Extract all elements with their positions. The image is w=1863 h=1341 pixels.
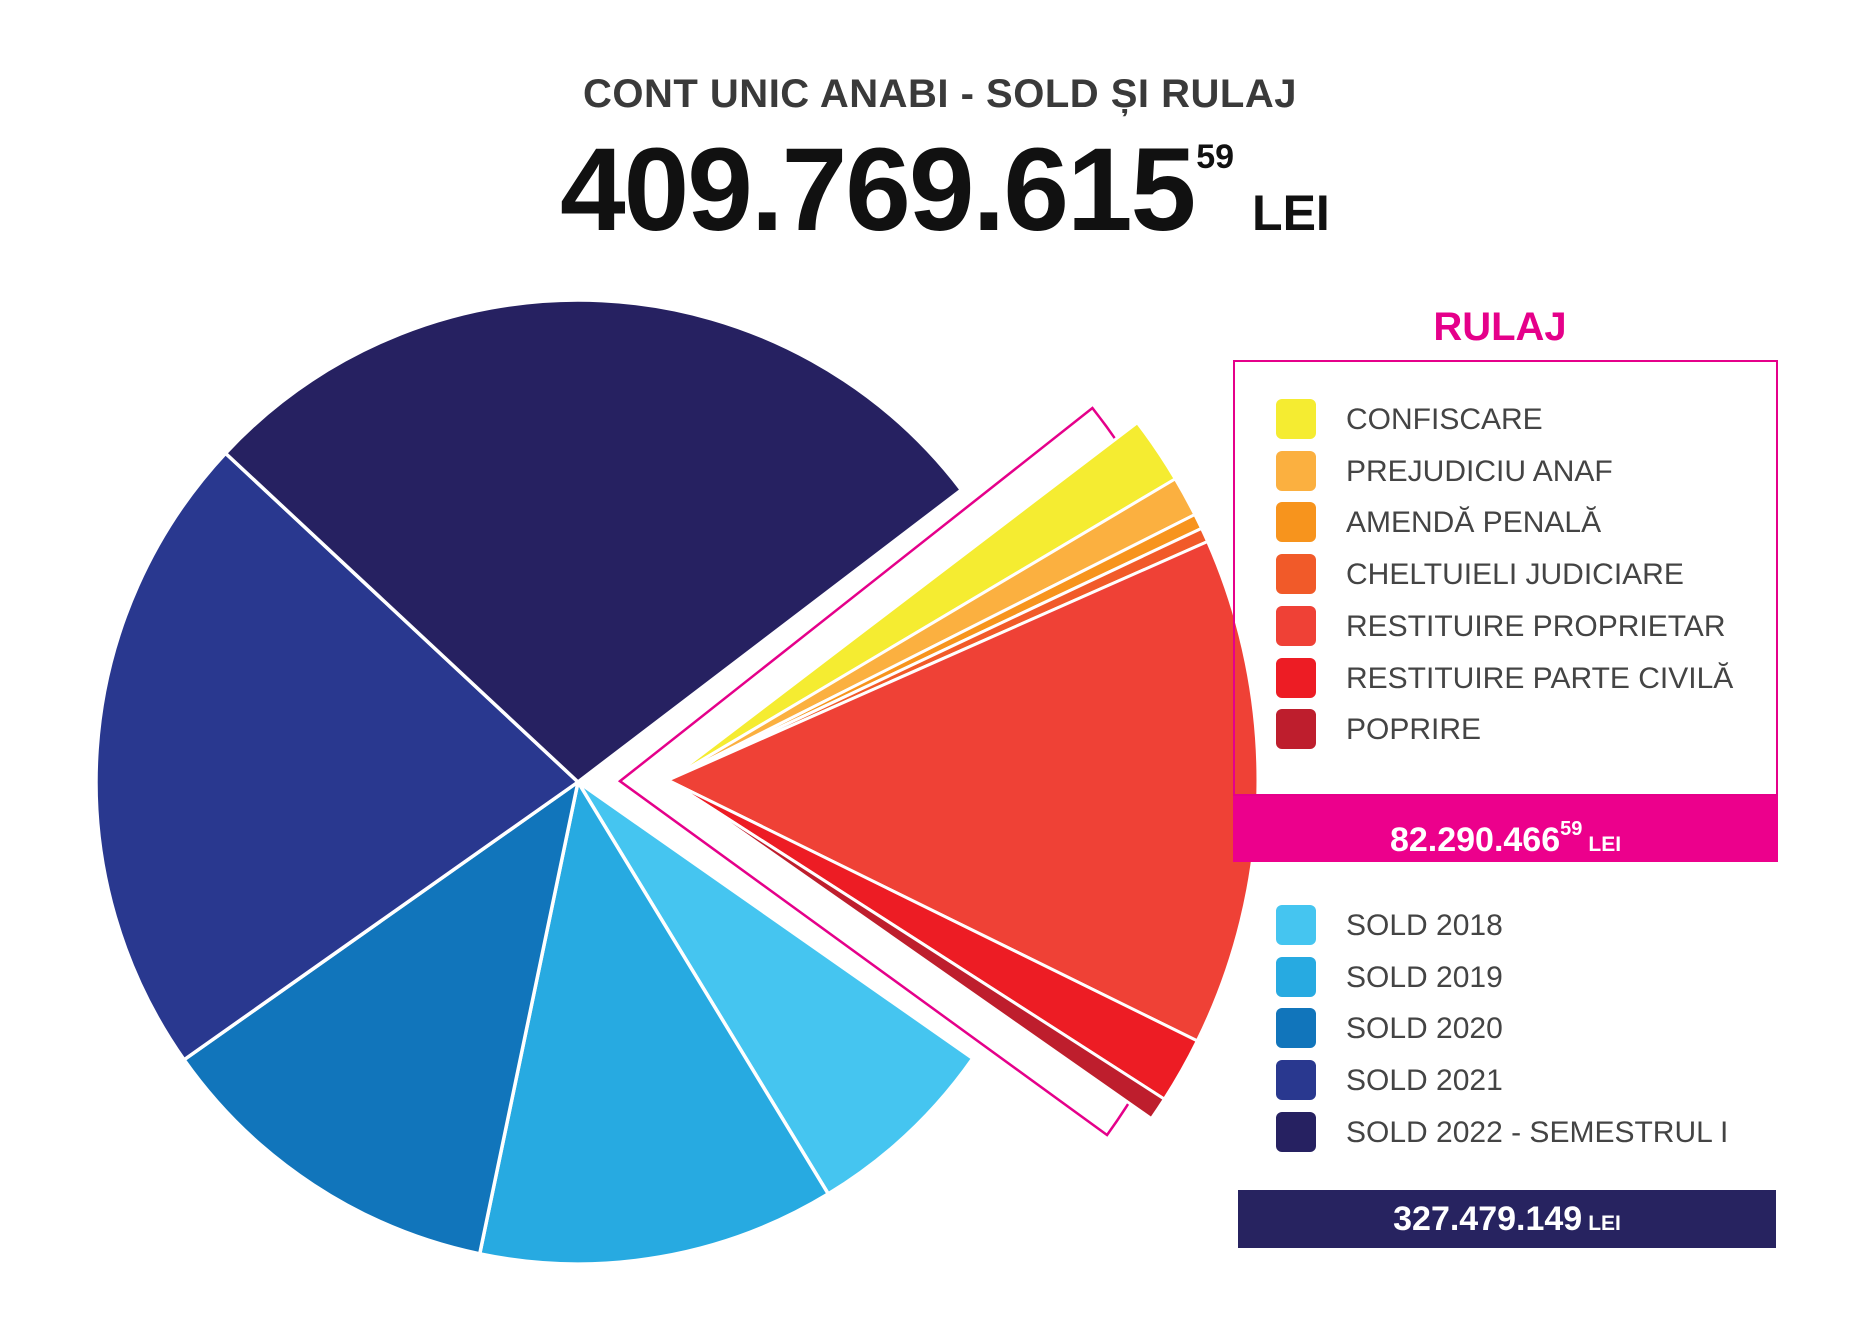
legend-swatch	[1276, 657, 1316, 698]
grand-total-value: 409.769.615	[560, 124, 1196, 256]
chart-title: CONT UNIC ANABI - SOLD ȘI RULAJ	[582, 72, 1297, 116]
legend-label: CHELTUIELI JUDICIARE	[1346, 558, 1684, 592]
legend-swatch	[1276, 956, 1316, 997]
sold-total-value: 327.479.149	[1393, 1200, 1583, 1238]
pie-slice-sold-2021	[94, 451, 580, 1062]
legend-swatch	[1276, 554, 1316, 595]
legend-swatch	[1276, 450, 1316, 491]
grand-total-decimals: 59	[1196, 138, 1235, 176]
legend-label: AMENDĂ PENALĂ	[1346, 506, 1602, 540]
legend-swatch	[1276, 605, 1316, 646]
sold-total: 327.479.149 LEI	[1238, 1190, 1776, 1248]
pie-slice-poprire	[666, 778, 1166, 1121]
legend-swatch	[1276, 1008, 1316, 1049]
grand-total-currency: LEI	[1252, 185, 1330, 241]
rulaj-legend-box	[1233, 360, 1778, 796]
rulaj-heading: RULAJ	[1433, 305, 1567, 349]
legend-label: PREJUDICIU ANAF	[1346, 454, 1613, 488]
rulaj-total: 82.290.46659LEI	[1233, 796, 1778, 862]
legend-label: RESTITUIRE PROPRIETAR	[1346, 609, 1726, 643]
rulaj-total-currency: LEI	[1588, 833, 1622, 856]
legend-swatch	[1276, 1060, 1316, 1101]
legend-label: SOLD 2021	[1346, 1064, 1503, 1098]
legend-swatch	[1276, 399, 1316, 439]
pie-slice-sold-2020	[182, 780, 580, 1256]
legend-swatch	[1276, 709, 1316, 750]
rulaj-total-decimals: 59	[1560, 818, 1583, 840]
legend-label: RESTITUIRE PARTE CIVILĂ	[1346, 661, 1734, 695]
legend-label: CONFISCARE	[1346, 403, 1543, 436]
legend-label: POPRIRE	[1346, 713, 1482, 747]
rulaj-total-value: 82.290.466	[1389, 821, 1561, 859]
pie-slice-sold-2022-semestrul-i	[223, 298, 964, 784]
grand-total: 409.769.61559 LEI	[560, 122, 1330, 258]
pie-slice-sold-2018	[576, 780, 975, 1196]
legend-swatch	[1276, 1111, 1316, 1152]
legend-swatch	[1276, 905, 1316, 945]
legend-label: SOLD 2018	[1346, 909, 1503, 942]
legend-label: SOLD 2022 - SEMESTRUL I	[1346, 1115, 1729, 1149]
legend-swatch	[1276, 502, 1316, 543]
legend-label: SOLD 2020	[1346, 1012, 1503, 1046]
sold-total-currency: LEI	[1588, 1212, 1621, 1235]
legend-label: SOLD 2019	[1346, 960, 1503, 994]
pie-slice-sold-2019	[477, 780, 831, 1266]
pie-slice-restituire-proprietar	[666, 540, 1260, 1043]
